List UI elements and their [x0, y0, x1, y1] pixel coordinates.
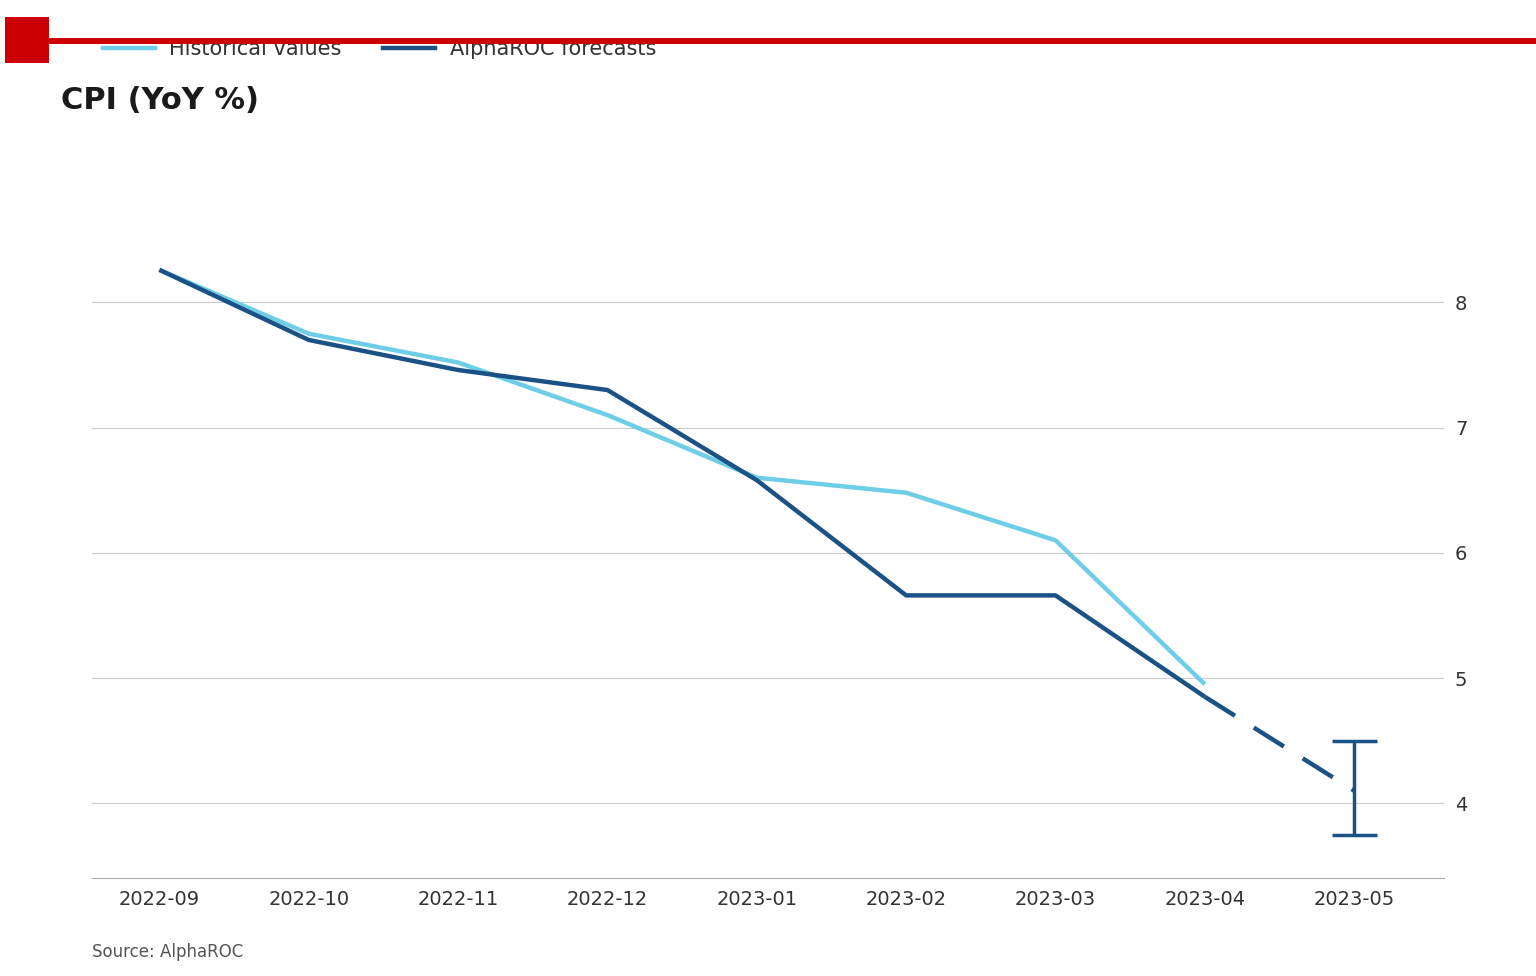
Text: CPI (YoY %): CPI (YoY %) — [61, 86, 260, 115]
Text: Source: AlphaROC: Source: AlphaROC — [92, 944, 243, 961]
Legend: Historical values, AlphaROC forecasts: Historical values, AlphaROC forecasts — [103, 39, 656, 60]
